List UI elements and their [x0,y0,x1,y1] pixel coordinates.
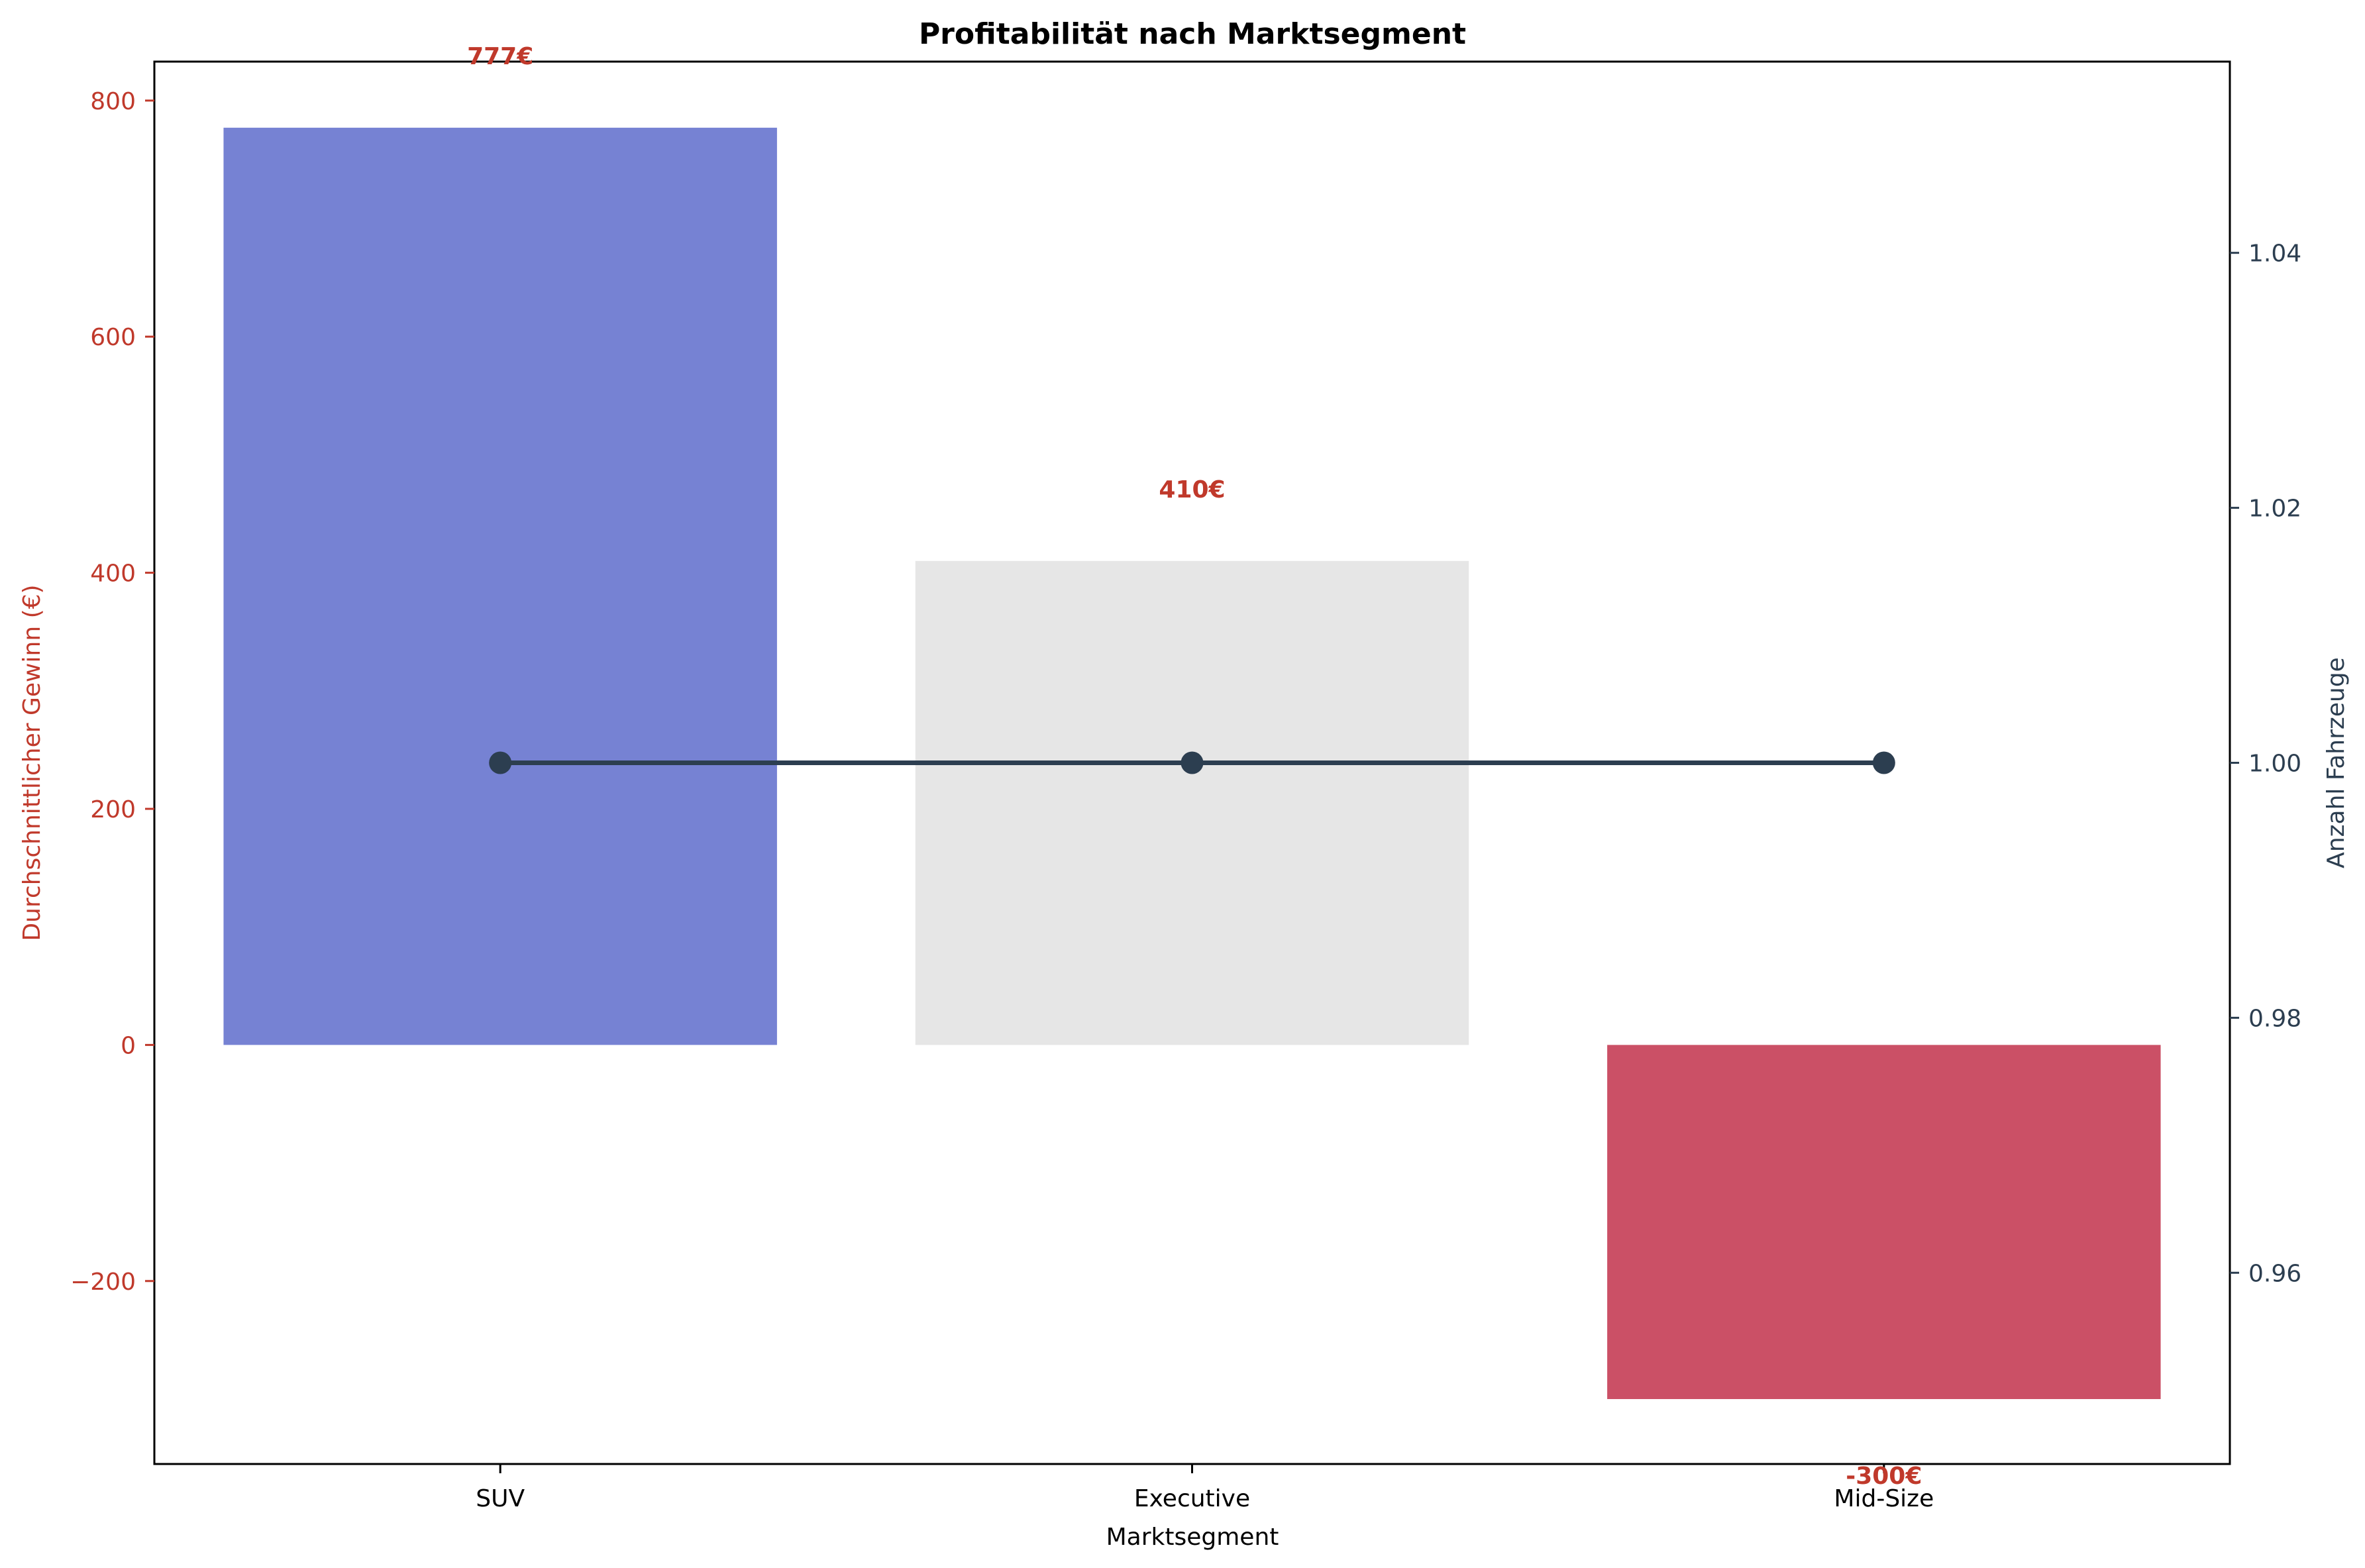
y-tick-label: 400 [90,560,136,588]
y-tick-label: 600 [90,324,136,351]
bars-layer [223,127,2161,1399]
line-layer [489,751,1895,774]
vehicle-count-point-executive [1181,751,1204,774]
y2-tick-label: 0.98 [2248,1005,2301,1032]
y-tick-label: 200 [90,796,136,823]
y2-tick-label: 1.04 [2248,240,2301,268]
y-tick-label: 0 [121,1032,136,1059]
axes-layer: −200 0 200 400 600 800 0.96 0.98 1.00 1.02 1.04 SUV… [70,60,2301,1512]
y-tick-label: −200 [70,1269,136,1296]
x-tick-label: SUV [476,1485,525,1512]
vehicle-count-point-mid-size [1872,751,1895,774]
x-tick-label: Mid-Size [1834,1485,1934,1512]
x-tick-label: Executive [1134,1485,1250,1512]
y2-tick-label: 0.96 [2248,1260,2301,1287]
bar-suv [223,127,777,1045]
bar-executive [915,560,1469,1045]
y-axis-title: Durchschnittlicher Gewinn (€) [19,584,46,941]
chart-title: Profitabilität nach Marktsegment [919,17,1466,51]
y-tick-label: 800 [90,88,136,115]
y2-tick-label: 1.00 [2248,751,2301,778]
data-label-suv: 777€ [467,43,533,70]
y2-axis-title: Anzahl Fahrzeuge [2323,657,2350,868]
bar-mid-size [1607,1045,2161,1399]
x-axis-title: Marktsegment [1106,1524,1279,1551]
labels-layer: 777€ 410€ -300€ [467,43,1922,1490]
vehicle-count-point-suv [489,751,512,774]
data-label-mid-size: -300€ [1846,1463,1922,1490]
data-label-executive: 410€ [1159,476,1225,503]
y2-tick-label: 1.02 [2248,496,2301,523]
